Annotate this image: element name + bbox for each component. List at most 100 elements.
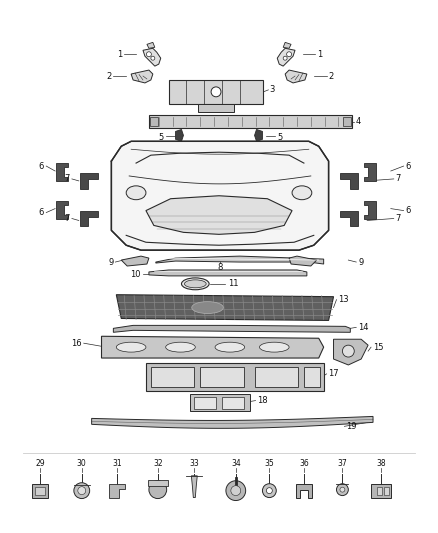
FancyBboxPatch shape (151, 367, 194, 387)
Polygon shape (121, 256, 149, 266)
FancyBboxPatch shape (371, 484, 391, 498)
Circle shape (336, 484, 348, 496)
Polygon shape (289, 256, 317, 266)
FancyBboxPatch shape (222, 397, 244, 408)
Text: 37: 37 (338, 459, 347, 469)
Polygon shape (102, 336, 324, 358)
FancyBboxPatch shape (169, 80, 263, 104)
Text: 36: 36 (299, 459, 309, 469)
Text: 5: 5 (159, 133, 164, 142)
Text: 3: 3 (269, 85, 275, 94)
Polygon shape (285, 70, 307, 83)
Polygon shape (340, 211, 358, 227)
Circle shape (340, 487, 345, 492)
Circle shape (231, 486, 241, 496)
Circle shape (343, 345, 354, 357)
Text: 18: 18 (258, 396, 268, 405)
FancyBboxPatch shape (146, 363, 324, 391)
Polygon shape (364, 201, 376, 219)
Polygon shape (131, 70, 153, 83)
Text: 31: 31 (113, 459, 122, 469)
Polygon shape (56, 201, 68, 219)
Text: 7: 7 (396, 174, 401, 183)
Text: 2: 2 (106, 71, 111, 80)
Ellipse shape (215, 342, 245, 352)
Circle shape (211, 87, 221, 97)
Text: 7: 7 (64, 174, 70, 183)
Circle shape (226, 481, 246, 500)
Polygon shape (56, 163, 68, 181)
Text: 6: 6 (406, 206, 411, 215)
Polygon shape (117, 295, 333, 320)
Ellipse shape (259, 342, 289, 352)
FancyBboxPatch shape (149, 115, 352, 128)
Text: 15: 15 (373, 343, 384, 352)
Text: 10: 10 (131, 270, 141, 279)
Text: 7: 7 (64, 214, 70, 223)
Polygon shape (92, 416, 373, 429)
Polygon shape (156, 256, 324, 264)
FancyBboxPatch shape (35, 487, 45, 495)
FancyBboxPatch shape (194, 397, 216, 408)
Circle shape (283, 56, 287, 60)
Text: 34: 34 (231, 459, 240, 469)
Circle shape (149, 481, 167, 498)
Circle shape (74, 483, 90, 498)
Polygon shape (333, 339, 368, 365)
Polygon shape (80, 211, 98, 227)
Text: 30: 30 (77, 459, 87, 469)
Text: 6: 6 (406, 161, 411, 171)
Text: 17: 17 (328, 369, 339, 378)
FancyBboxPatch shape (200, 367, 244, 387)
Circle shape (151, 56, 155, 60)
Polygon shape (143, 49, 161, 66)
FancyBboxPatch shape (148, 480, 168, 486)
Text: 2: 2 (328, 71, 334, 80)
FancyBboxPatch shape (191, 394, 250, 411)
FancyBboxPatch shape (343, 117, 351, 126)
Ellipse shape (117, 342, 146, 352)
Ellipse shape (126, 186, 146, 200)
FancyBboxPatch shape (377, 487, 382, 495)
Text: 14: 14 (358, 323, 369, 332)
Text: 6: 6 (39, 208, 44, 217)
Circle shape (266, 488, 272, 494)
Polygon shape (191, 476, 197, 498)
Text: 16: 16 (71, 338, 82, 348)
Text: 7: 7 (396, 214, 401, 223)
Polygon shape (176, 130, 184, 141)
Polygon shape (80, 173, 98, 189)
Text: 9: 9 (358, 257, 364, 266)
Polygon shape (340, 173, 358, 189)
FancyBboxPatch shape (32, 484, 48, 498)
Polygon shape (283, 42, 291, 49)
FancyBboxPatch shape (254, 367, 298, 387)
Polygon shape (110, 484, 125, 498)
Text: 13: 13 (339, 295, 349, 304)
Ellipse shape (181, 278, 209, 290)
Polygon shape (147, 42, 155, 49)
FancyBboxPatch shape (384, 487, 389, 495)
Ellipse shape (292, 186, 312, 200)
Text: 1: 1 (317, 50, 322, 59)
Text: 33: 33 (190, 459, 199, 469)
FancyBboxPatch shape (304, 367, 320, 387)
Text: 1: 1 (117, 50, 122, 59)
Circle shape (286, 52, 292, 56)
Text: 4: 4 (355, 117, 360, 126)
Polygon shape (113, 325, 350, 332)
Ellipse shape (192, 302, 223, 313)
Ellipse shape (166, 342, 195, 352)
Text: 29: 29 (35, 459, 45, 469)
Text: 5: 5 (277, 133, 283, 142)
Text: 9: 9 (108, 257, 113, 266)
Polygon shape (364, 163, 376, 181)
FancyBboxPatch shape (198, 104, 234, 111)
Circle shape (78, 487, 86, 495)
Text: 19: 19 (346, 422, 357, 431)
Circle shape (262, 484, 276, 498)
Polygon shape (149, 270, 307, 276)
Circle shape (146, 52, 152, 56)
Text: 11: 11 (228, 279, 238, 288)
Text: 35: 35 (265, 459, 274, 469)
